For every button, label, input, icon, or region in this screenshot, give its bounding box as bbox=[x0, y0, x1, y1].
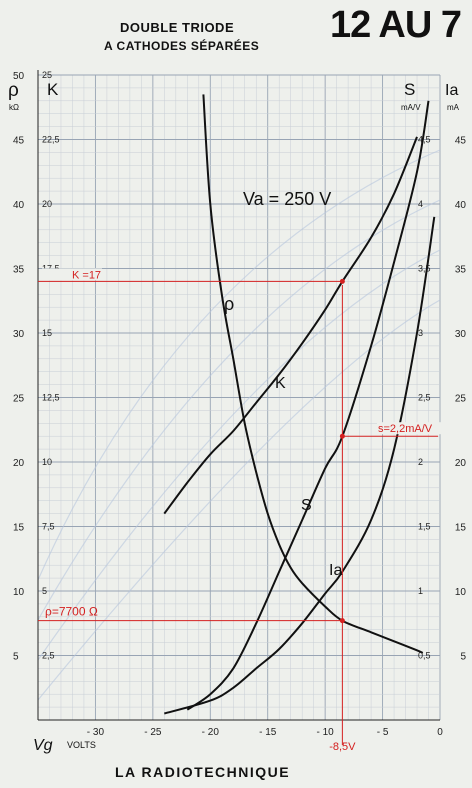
rho-axis-title: ρ bbox=[8, 80, 19, 101]
series-line-s bbox=[186, 100, 430, 711]
ia-tick-label: 30 bbox=[455, 329, 467, 340]
background-arc bbox=[37, 249, 441, 661]
k-tick-label: 12,5 bbox=[42, 393, 60, 403]
chart-series bbox=[163, 94, 436, 715]
s-tick-label: 2 bbox=[418, 457, 423, 467]
k-annotation-bg bbox=[42, 268, 102, 281]
x-tick-label: - 5 bbox=[377, 727, 389, 738]
ia-tick-label: 5 bbox=[460, 652, 466, 663]
s-tick-label: 4 bbox=[418, 199, 423, 209]
curve-label-s: S bbox=[301, 497, 312, 514]
s-tick-label: 1,5 bbox=[418, 522, 431, 532]
title-line-2: A CATHODES SÉPARÉES bbox=[104, 39, 260, 53]
k-tick-label: 25 bbox=[42, 70, 52, 80]
k-axis-title: K bbox=[47, 80, 59, 99]
k-tick-label: 5 bbox=[42, 586, 47, 596]
s-tick-label: 2,5 bbox=[418, 393, 431, 403]
rho-axis-unit: kΩ bbox=[9, 103, 19, 112]
s-tick-label: 0,5 bbox=[418, 651, 431, 661]
s-axis-title: S bbox=[404, 80, 415, 99]
chart-annotations: K =17 s=2,2mA/V ρ=7700 Ω -8,5V bbox=[38, 268, 450, 753]
ia-tick-label: 25 bbox=[455, 394, 467, 405]
k-tick-label: 2,5 bbox=[42, 651, 55, 661]
curve-label-k: K bbox=[275, 375, 286, 392]
annotation-k: K =17 bbox=[72, 269, 101, 281]
annotation-s: s=2,2mA/V bbox=[378, 423, 433, 435]
operating-point-marker bbox=[339, 433, 345, 439]
condition-label: Va = 250 V bbox=[243, 189, 331, 209]
annotation-rho: ρ=7700 Ω bbox=[45, 605, 98, 619]
ia-tick-label: 10 bbox=[455, 587, 467, 598]
curve-label-rho: ρ bbox=[224, 294, 234, 314]
x-tick-label: - 10 bbox=[317, 727, 335, 738]
rho-tick-label: 20 bbox=[13, 458, 25, 469]
x-tick-label: - 20 bbox=[202, 727, 220, 738]
s-axis-unit: mA/V bbox=[401, 103, 421, 112]
k-tick-label: 7,5 bbox=[42, 522, 55, 532]
ia-tick-label: 20 bbox=[455, 458, 467, 469]
rho-tick-label: 30 bbox=[13, 329, 25, 340]
background-arc bbox=[37, 299, 441, 701]
rho-tick-label: 15 bbox=[13, 523, 25, 534]
ia-tick-label: 15 bbox=[455, 523, 467, 534]
annotation-vg: -8,5V bbox=[329, 741, 356, 753]
operating-point-marker bbox=[339, 618, 345, 624]
x-tick-label: - 30 bbox=[87, 727, 105, 738]
chart-labels: ρ kΩ K SmA/V Ia mA Va = 250 V ρ K S Ia bbox=[8, 80, 460, 579]
rho-tick-label: 5 bbox=[13, 652, 19, 663]
series-line-k bbox=[163, 136, 418, 515]
x-tick-label: 0 bbox=[437, 727, 443, 738]
x-axis-unit: VOLTS bbox=[67, 740, 96, 750]
rho-tick-label: 40 bbox=[13, 200, 25, 211]
brand-footer: LA RADIOTECHNIQUE bbox=[115, 764, 291, 780]
rho-tick-label: 25 bbox=[13, 394, 25, 405]
axis-ticks: 51015202530354045502,557,51012,51517,520… bbox=[13, 70, 466, 754]
k-tick-label: 22,5 bbox=[42, 135, 60, 145]
ia-tick-label: 45 bbox=[455, 136, 467, 147]
ia-axis-unit: mA bbox=[447, 103, 460, 112]
s-annotation-bg bbox=[377, 422, 450, 435]
s-tick-label: 4,5 bbox=[418, 135, 431, 145]
rho-tick-label: 45 bbox=[13, 136, 25, 147]
tube-type: 12 AU 7 bbox=[330, 4, 462, 46]
chart-frame bbox=[37, 70, 440, 721]
rho-tick-label: 10 bbox=[13, 587, 25, 598]
ia-tick-label: 35 bbox=[455, 265, 467, 276]
s-tick-label: 1 bbox=[418, 586, 423, 596]
k-tick-label: 15 bbox=[42, 328, 52, 338]
ia-tick-label: 40 bbox=[455, 200, 467, 211]
background-arc bbox=[37, 199, 441, 621]
x-tick-label: - 15 bbox=[259, 727, 277, 738]
series-line-ia bbox=[164, 216, 436, 715]
rho-tick-label: 50 bbox=[13, 71, 25, 82]
operating-point-marker bbox=[339, 278, 345, 284]
s-tick-label: 3 bbox=[418, 328, 423, 338]
curve-label-ia: Ia bbox=[329, 562, 342, 579]
rho-tick-label: 35 bbox=[13, 265, 25, 276]
s-tick-label: 3,5 bbox=[418, 264, 431, 274]
x-tick-label: - 25 bbox=[144, 727, 162, 738]
k-tick-label: 20 bbox=[42, 199, 52, 209]
ia-axis-title: Ia bbox=[445, 82, 458, 99]
title-line-1: DOUBLE TRIODE bbox=[120, 20, 235, 35]
series-line-rho bbox=[202, 94, 424, 654]
chart-grid bbox=[37, 74, 441, 721]
k-tick-label: 10 bbox=[42, 457, 52, 467]
x-axis-label: Vg bbox=[33, 737, 53, 754]
background-arc bbox=[37, 149, 441, 581]
